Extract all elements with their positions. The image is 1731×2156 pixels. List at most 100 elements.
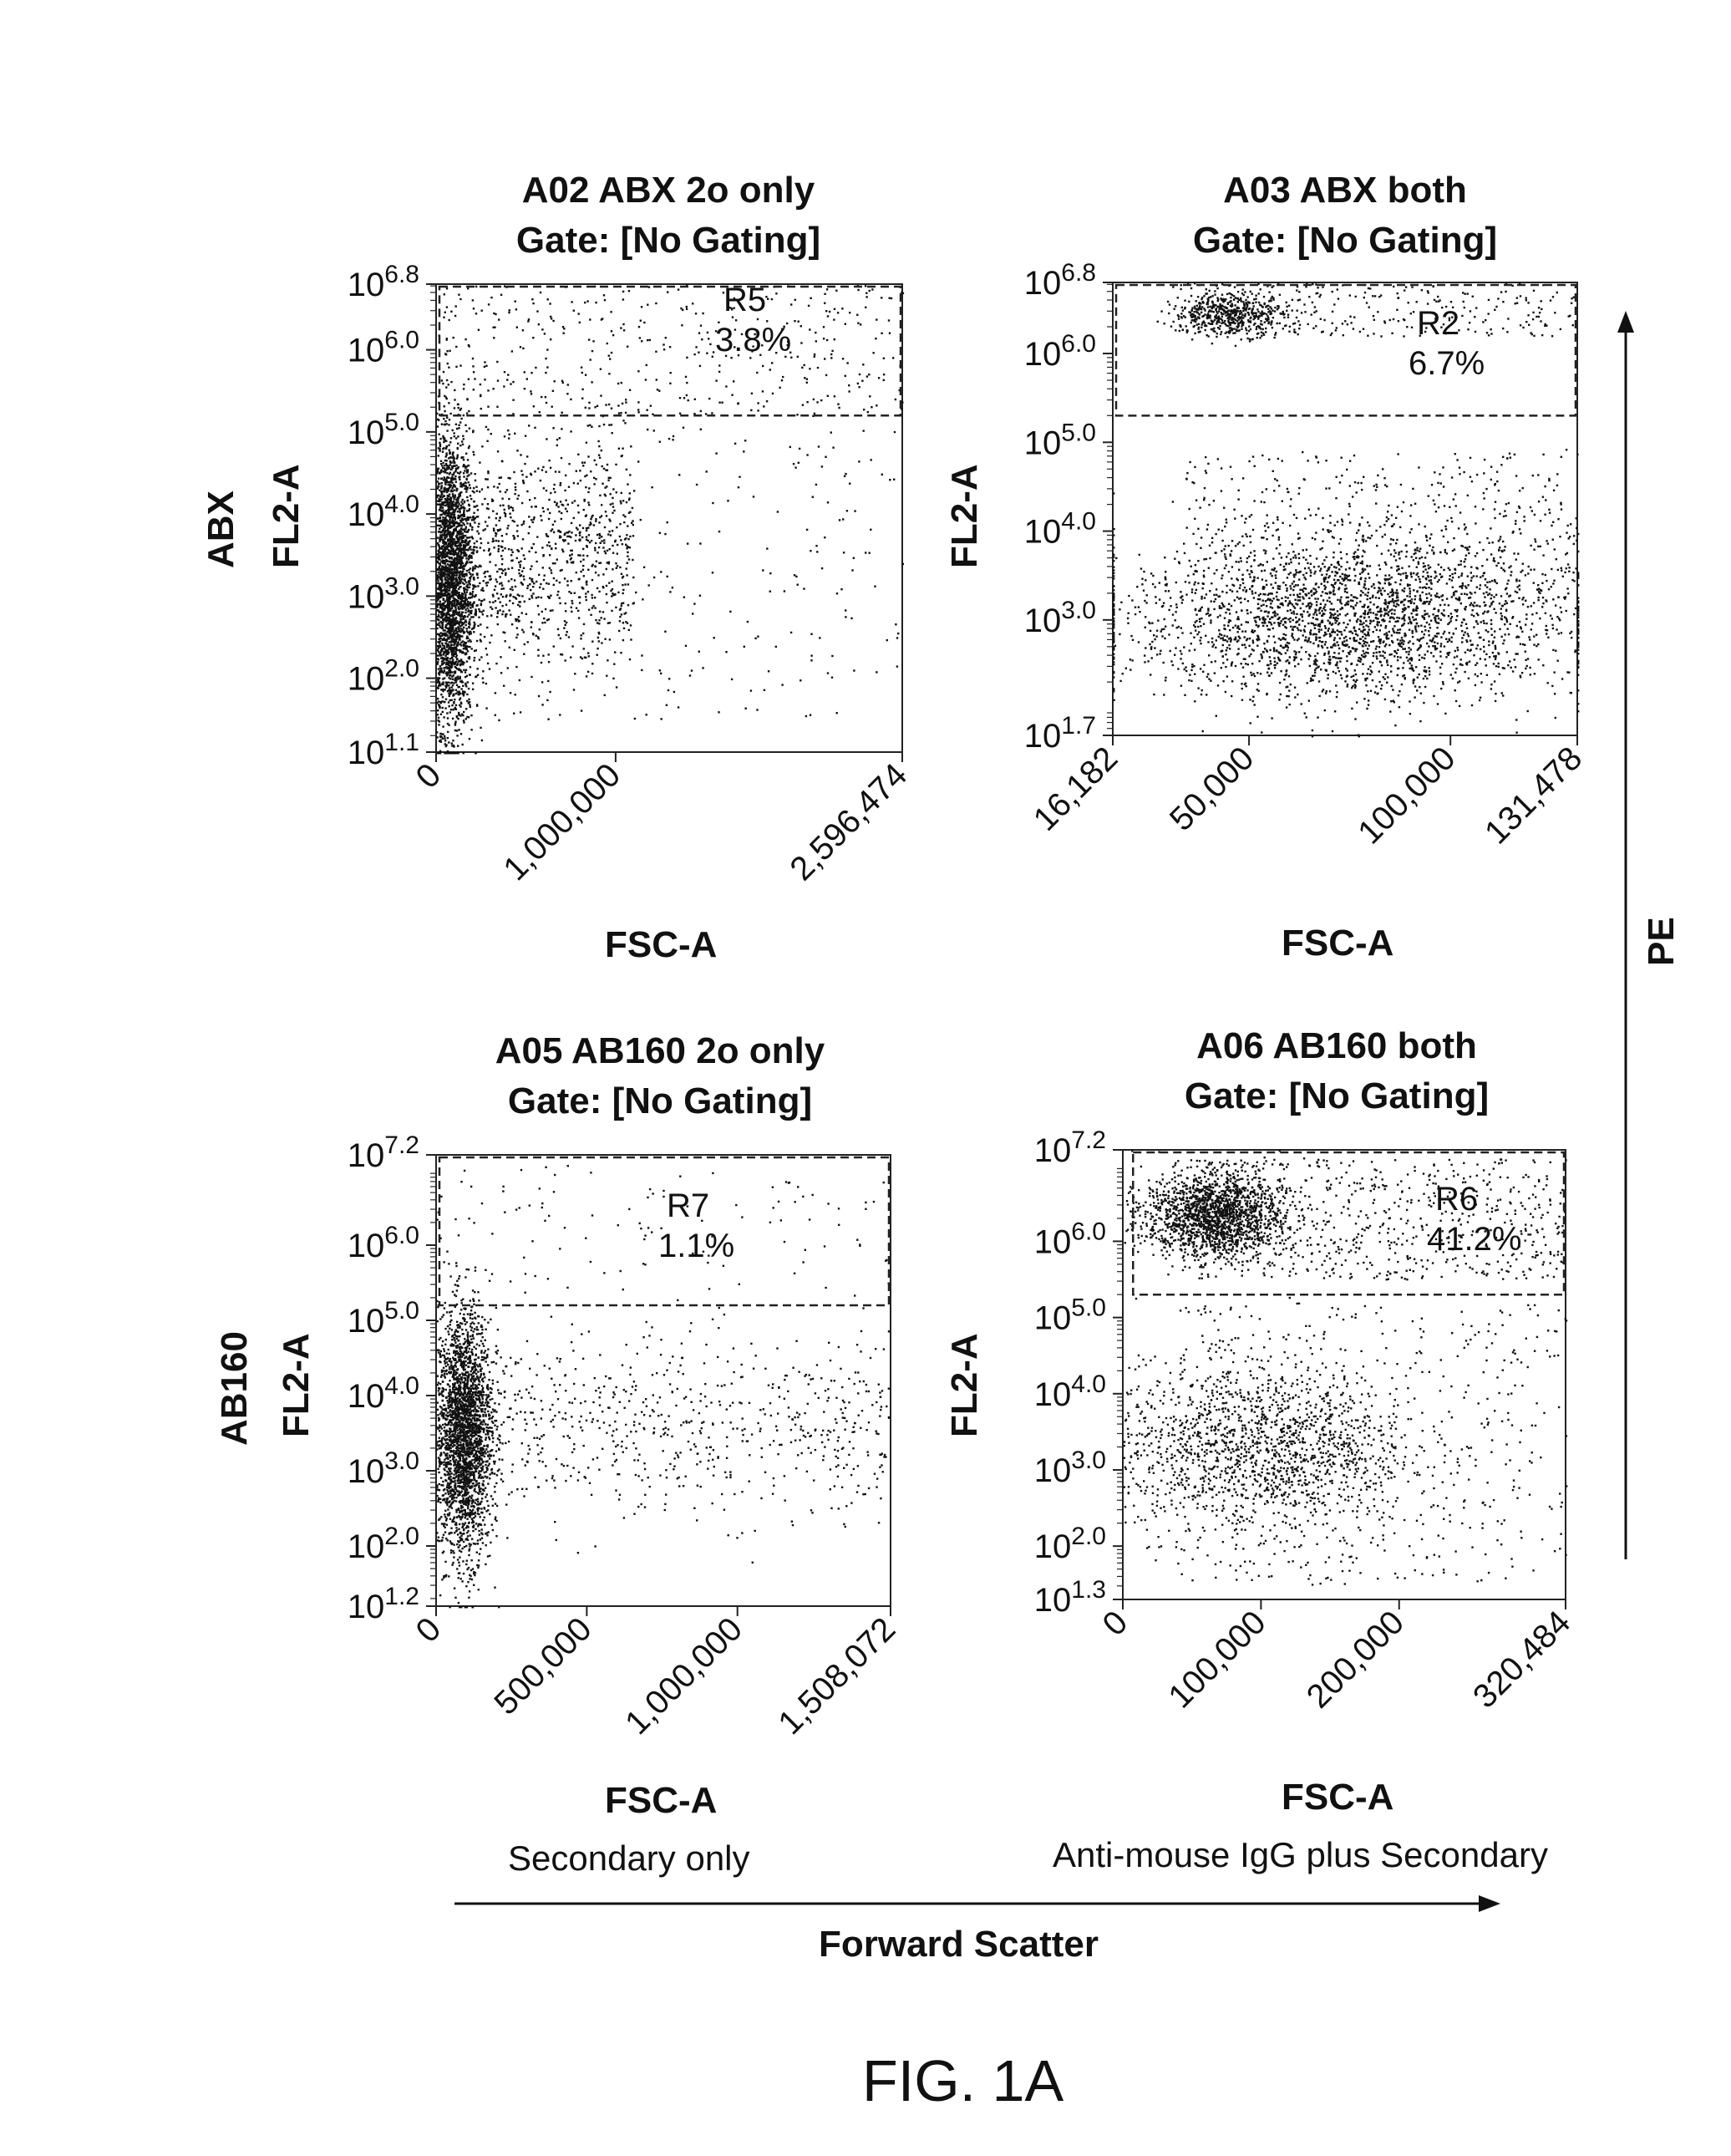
data-point <box>566 584 568 586</box>
data-point <box>451 752 453 754</box>
data-point <box>640 320 642 322</box>
data-point <box>466 522 468 524</box>
data-point <box>843 552 845 553</box>
data-point <box>537 649 539 651</box>
data-point <box>463 510 464 511</box>
data-point <box>617 404 619 406</box>
data-point <box>535 552 536 553</box>
data-point <box>465 718 467 720</box>
data-point <box>610 534 612 536</box>
data-point <box>467 616 469 618</box>
data-point <box>465 520 467 521</box>
data-point <box>560 501 561 502</box>
data-point <box>1250 320 1251 322</box>
data-point <box>565 659 566 661</box>
data-point <box>452 740 454 741</box>
data-point <box>520 566 521 567</box>
data-point <box>628 629 630 631</box>
data-point <box>501 460 503 462</box>
data-point <box>441 608 443 609</box>
data-point <box>567 384 569 385</box>
data-point <box>452 694 454 696</box>
data-point <box>503 385 505 387</box>
data-point <box>1230 324 1231 326</box>
data-point <box>562 539 564 541</box>
data-point <box>1196 323 1198 325</box>
data-point <box>439 632 441 633</box>
data-point <box>608 582 610 583</box>
data-point <box>606 593 607 595</box>
data-point <box>463 542 464 543</box>
data-point <box>533 516 535 518</box>
data-point <box>450 381 452 383</box>
data-point <box>457 467 459 469</box>
data-point <box>1279 294 1281 296</box>
data-point <box>1225 312 1226 313</box>
data-point <box>1296 289 1297 291</box>
data-point <box>1242 288 1244 290</box>
data-point <box>486 653 488 655</box>
data-point <box>1252 313 1254 314</box>
data-point <box>492 511 494 512</box>
data-point <box>655 351 657 353</box>
data-point <box>631 522 632 524</box>
data-point <box>1540 320 1541 322</box>
data-point <box>446 712 448 714</box>
data-point <box>475 586 476 587</box>
data-point <box>667 576 668 577</box>
data-point <box>450 709 452 710</box>
data-point <box>454 495 456 496</box>
data-point <box>457 663 459 664</box>
data-point <box>548 518 550 520</box>
data-point <box>450 497 452 499</box>
data-point <box>561 518 562 520</box>
data-point <box>479 491 480 492</box>
data-point <box>699 595 701 597</box>
data-point <box>503 587 505 589</box>
data-point <box>494 589 495 591</box>
data-point <box>560 531 561 533</box>
data-point <box>582 559 584 561</box>
data-point <box>868 374 870 375</box>
data-point <box>599 611 601 613</box>
data-point <box>1272 285 1274 287</box>
data-point <box>750 409 752 411</box>
data-point <box>551 547 552 549</box>
data-point <box>556 559 558 561</box>
data-point <box>449 690 451 692</box>
data-point <box>449 450 450 451</box>
data-point <box>1234 315 1236 317</box>
data-point <box>577 454 579 455</box>
data-point <box>444 498 446 500</box>
data-point <box>826 339 828 341</box>
data-point <box>594 547 596 549</box>
data-point <box>1247 319 1249 321</box>
data-point <box>694 399 696 400</box>
data-point <box>449 505 450 506</box>
data-point <box>1190 322 1192 323</box>
data-point <box>550 595 551 597</box>
data-point <box>613 664 615 665</box>
data-point <box>472 591 474 592</box>
data-point <box>866 292 867 294</box>
data-point <box>446 668 448 669</box>
data-point <box>448 511 449 512</box>
data-point <box>468 410 470 412</box>
data-point <box>454 607 456 608</box>
data-point <box>1211 295 1213 297</box>
data-point <box>621 605 622 607</box>
data-point <box>450 644 452 646</box>
data-point <box>1396 309 1398 311</box>
data-point <box>1301 312 1302 313</box>
data-point <box>624 422 626 424</box>
data-point <box>805 715 807 717</box>
data-point <box>1244 291 1246 292</box>
data-point <box>744 646 745 648</box>
data-point <box>449 610 451 612</box>
data-point <box>442 521 444 523</box>
data-point <box>568 636 570 638</box>
data-point <box>528 318 530 320</box>
data-point <box>1305 286 1307 287</box>
data-point <box>540 515 541 516</box>
data-point <box>444 548 445 550</box>
